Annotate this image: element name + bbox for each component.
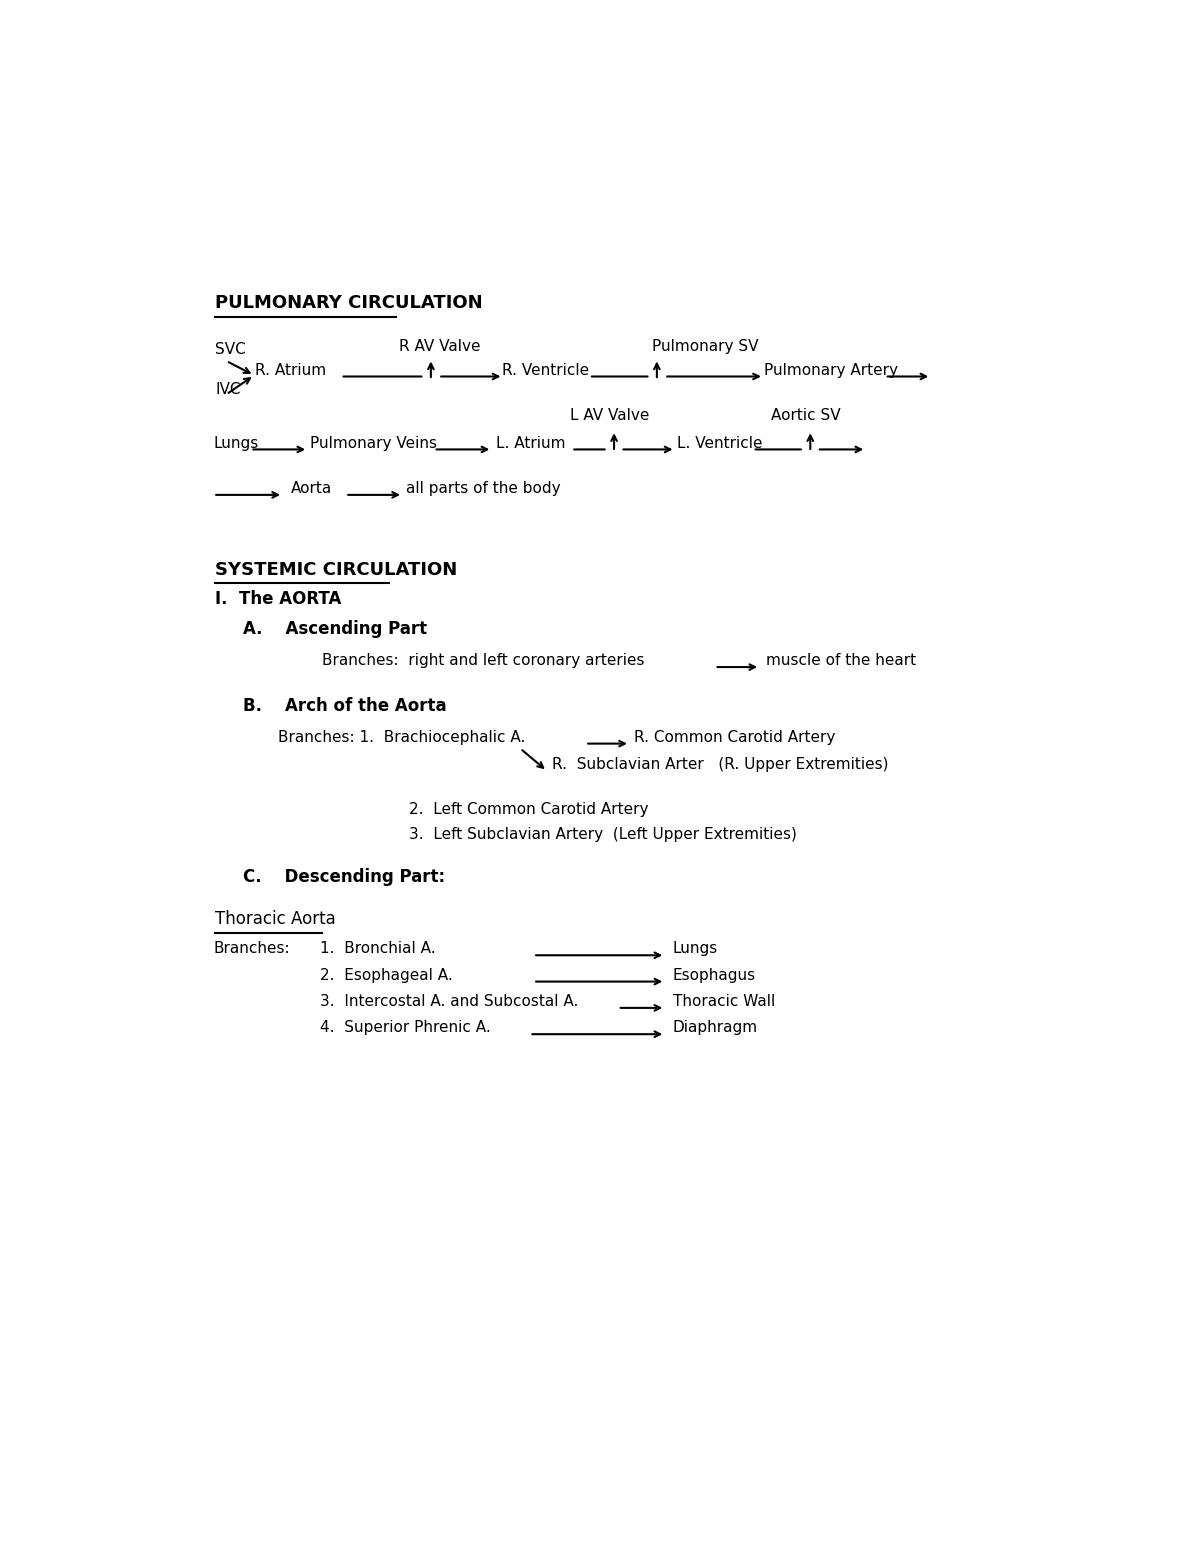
- Text: Lungs: Lungs: [214, 436, 258, 450]
- Text: R AV Valve: R AV Valve: [400, 339, 481, 354]
- Text: Pulmonary Artery: Pulmonary Artery: [764, 363, 898, 377]
- Text: SVC: SVC: [215, 342, 246, 357]
- Text: 4.  Superior Phrenic A.: 4. Superior Phrenic A.: [320, 1020, 491, 1036]
- Text: Branches:: Branches:: [214, 941, 290, 957]
- Text: L. Ventricle: L. Ventricle: [677, 436, 763, 450]
- Text: L AV Valve: L AV Valve: [570, 408, 649, 422]
- Text: Branches: 1.  Brachiocephalic A.: Branches: 1. Brachiocephalic A.: [278, 730, 526, 745]
- Text: R. Atrium: R. Atrium: [256, 363, 326, 377]
- Text: 2.  Esophageal A.: 2. Esophageal A.: [320, 968, 452, 983]
- Text: R. Ventricle: R. Ventricle: [502, 363, 589, 377]
- Text: Diaphragm: Diaphragm: [673, 1020, 757, 1036]
- Text: Thoracic Aorta: Thoracic Aorta: [215, 910, 336, 927]
- Text: R. Common Carotid Artery: R. Common Carotid Artery: [634, 730, 835, 745]
- Text: B.    Arch of the Aorta: B. Arch of the Aorta: [242, 697, 446, 714]
- Text: all parts of the body: all parts of the body: [406, 481, 560, 495]
- Text: C.    Descending Part:: C. Descending Part:: [242, 868, 445, 885]
- Text: 3.  Intercostal A. and Subcostal A.: 3. Intercostal A. and Subcostal A.: [320, 994, 578, 1009]
- Text: muscle of the heart: muscle of the heart: [766, 654, 916, 668]
- Text: SYSTEMIC CIRCULATION: SYSTEMIC CIRCULATION: [215, 561, 457, 579]
- Text: Lungs: Lungs: [673, 941, 718, 957]
- Text: 3.  Left Subclavian Artery  (Left Upper Extremities): 3. Left Subclavian Artery (Left Upper Ex…: [408, 826, 797, 842]
- Text: Thoracic Wall: Thoracic Wall: [673, 994, 775, 1009]
- Text: IVC: IVC: [215, 382, 241, 398]
- Text: Pulmonary Veins: Pulmonary Veins: [310, 436, 437, 450]
- Text: R.  Subclavian Arter   (R. Upper Extremities): R. Subclavian Arter (R. Upper Extremitie…: [552, 758, 888, 772]
- Text: PULMONARY CIRCULATION: PULMONARY CIRCULATION: [215, 294, 482, 312]
- Text: A.    Ascending Part: A. Ascending Part: [242, 620, 427, 638]
- Text: 2.  Left Common Carotid Artery: 2. Left Common Carotid Artery: [408, 801, 648, 817]
- Text: Branches:  right and left coronary arteries: Branches: right and left coronary arteri…: [322, 654, 644, 668]
- Text: Aorta: Aorta: [292, 481, 332, 495]
- Text: Aortic SV: Aortic SV: [772, 408, 841, 422]
- Text: I.  The AORTA: I. The AORTA: [215, 590, 342, 609]
- Text: Esophagus: Esophagus: [673, 968, 756, 983]
- Text: L. Atrium: L. Atrium: [496, 436, 565, 450]
- Text: Pulmonary SV: Pulmonary SV: [653, 339, 758, 354]
- Text: 1.  Bronchial A.: 1. Bronchial A.: [320, 941, 436, 957]
